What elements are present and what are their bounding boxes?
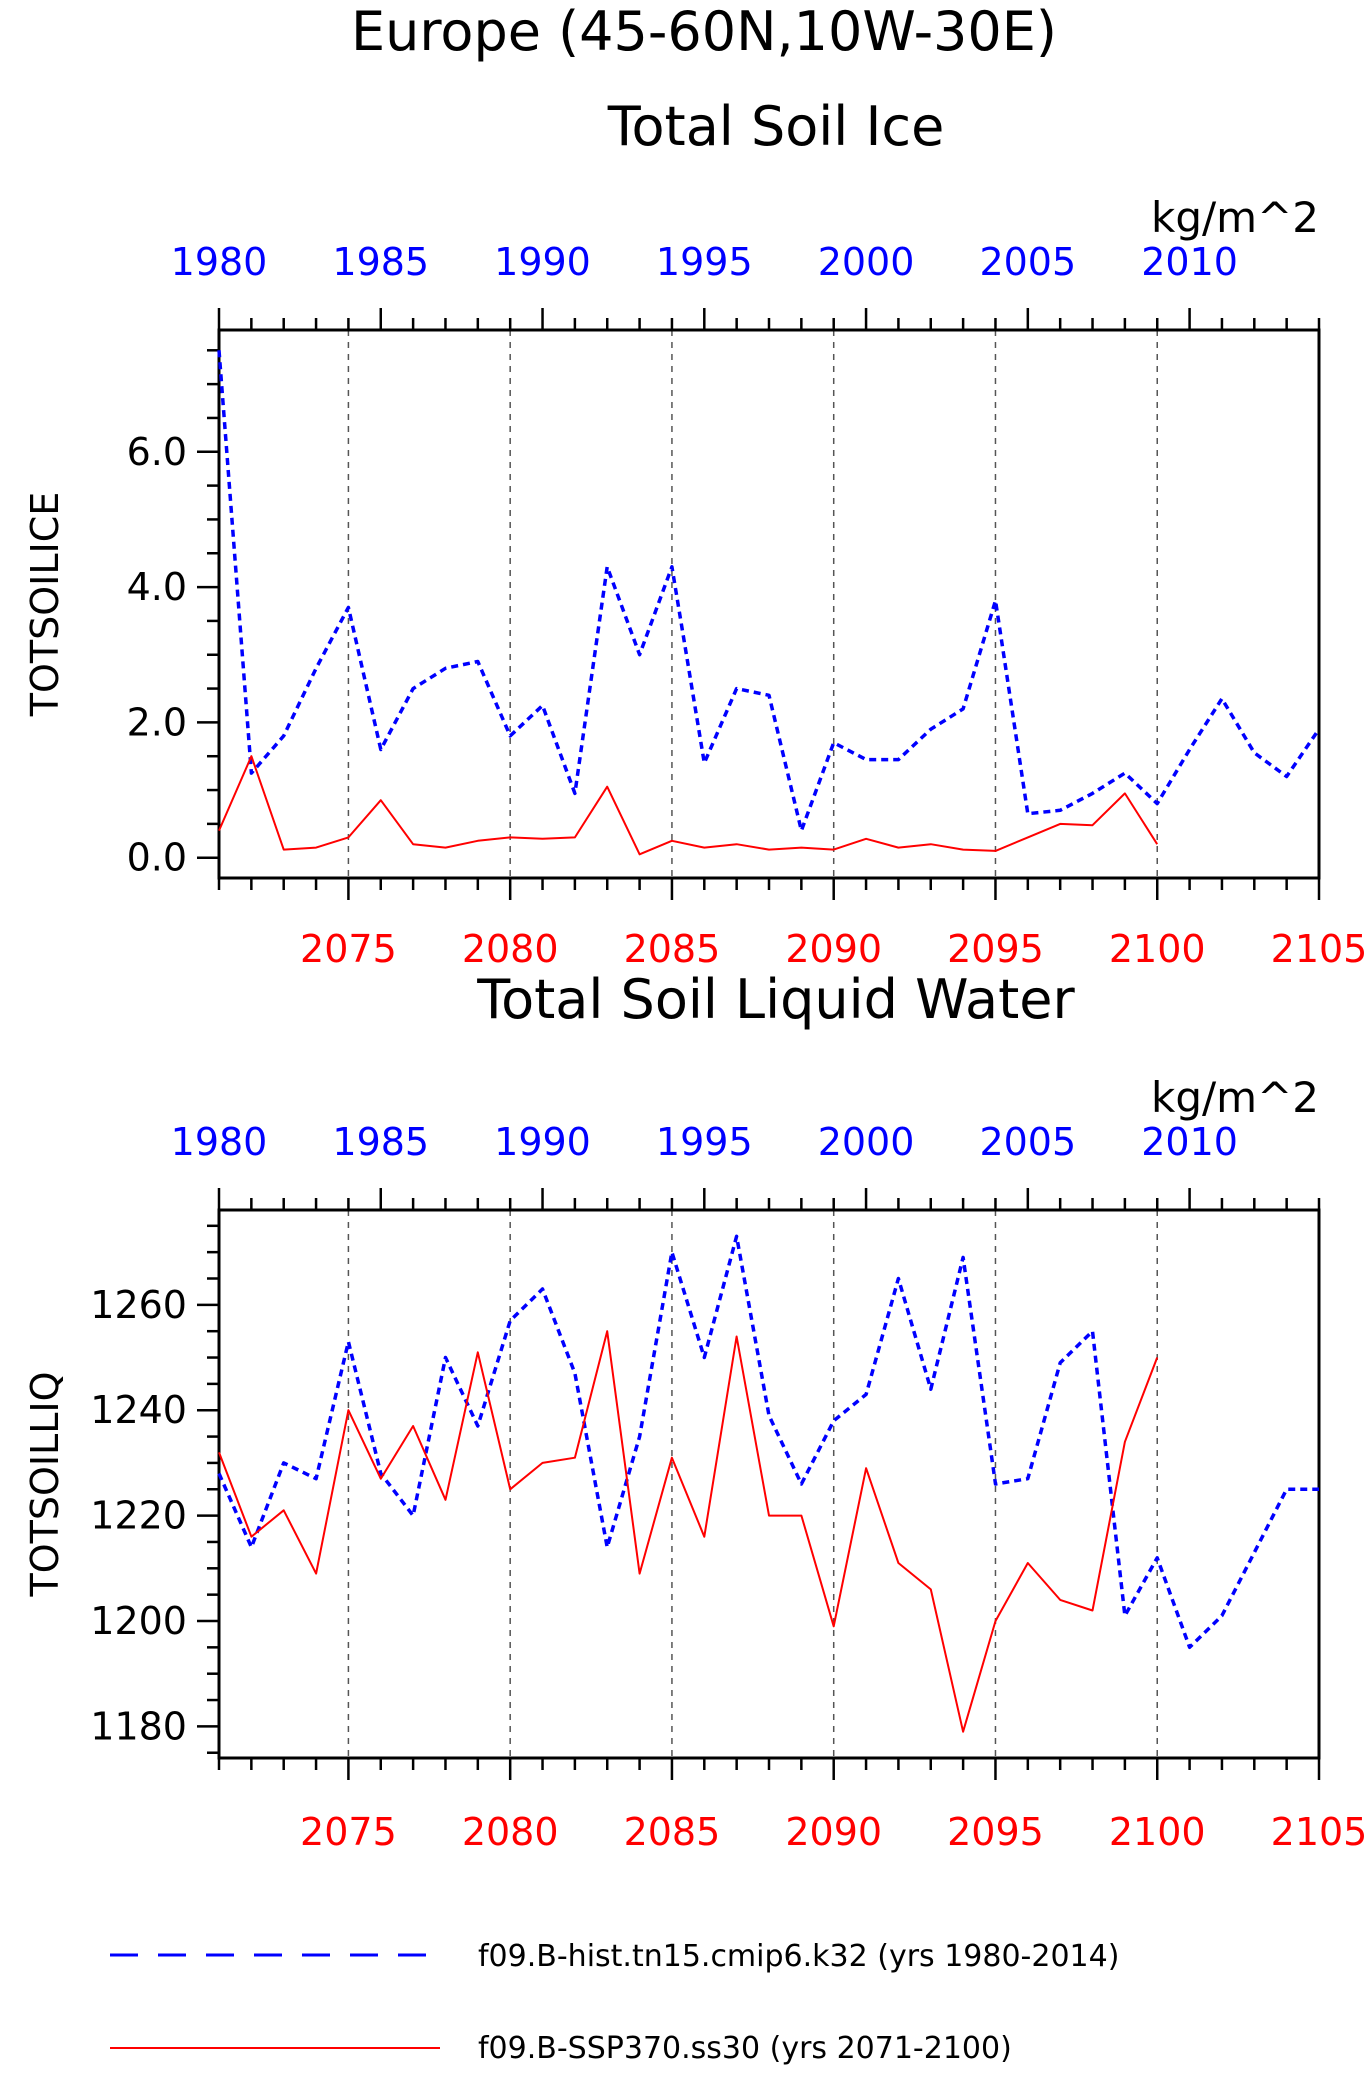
y-tick-label: 6.0 xyxy=(127,430,187,474)
y-tick-label: 1200 xyxy=(90,1599,187,1643)
legend-hist-label: f09.B-hist.tn15.cmip6.k32 (yrs 1980-2014… xyxy=(478,1939,1119,1974)
hist-series-line xyxy=(217,350,1321,833)
ssp-series-line xyxy=(218,1330,1159,1733)
bottom-tick-label: 2080 xyxy=(462,1810,559,1854)
y-tick-label: 2.0 xyxy=(127,700,187,744)
units-label: kg/m^2 xyxy=(1151,193,1319,242)
top-tick-label: 2010 xyxy=(1141,240,1238,284)
bottom-tick-label: 2105 xyxy=(1271,1810,1368,1854)
top-tick-label: 2000 xyxy=(818,1120,915,1164)
bottom-tick-label: 2080 xyxy=(462,927,559,971)
top-tick-label: 1980 xyxy=(171,1120,268,1164)
ssp-series-line xyxy=(218,755,1159,856)
bottom-tick-label: 2100 xyxy=(1109,1810,1206,1854)
bottom-tick-label: 2105 xyxy=(1271,927,1368,971)
y-axis-label: TOTSOILLIQ xyxy=(23,1371,67,1597)
panel-title: Total Soil Ice xyxy=(607,95,945,158)
top-tick-label: 1980 xyxy=(171,240,268,284)
y-tick-label: 1240 xyxy=(90,1388,187,1432)
y-tick-label: 1220 xyxy=(90,1494,187,1538)
hist-series-line xyxy=(217,1234,1319,1650)
top-tick-label: 1990 xyxy=(494,1120,591,1164)
legend: f09.B-hist.tn15.cmip6.k32 (yrs 1980-2014… xyxy=(110,1939,1119,2066)
y-tick-label: 1180 xyxy=(90,1704,187,1748)
top-tick-label: 2010 xyxy=(1141,1120,1238,1164)
panel-title: Total Soil Liquid Water xyxy=(476,968,1075,1031)
top-tick-label: 2000 xyxy=(818,240,915,284)
bottom-tick-label: 2085 xyxy=(624,1810,721,1854)
bottom-tick-label: 2075 xyxy=(300,927,397,971)
plot-frame xyxy=(217,1208,1321,1760)
top-tick-label: 2005 xyxy=(979,240,1076,284)
y-tick-label: 4.0 xyxy=(127,565,187,609)
top-tick-label: 2005 xyxy=(979,1120,1076,1164)
top-tick-label: 1985 xyxy=(332,240,429,284)
soil-liquid-panel: Total Soil Liquid Water kg/m^2 TOTSOILLIQ 1… xyxy=(23,968,1367,1854)
plot-frame xyxy=(217,328,1321,880)
bottom-tick-label: 2085 xyxy=(624,927,721,971)
soil-ice-panel: Total Soil Ice kg/m^2 TOTSOILICE 1980 1985 19… xyxy=(23,95,1367,971)
figure-title-line1: Europe (45-60N,10W-30E) xyxy=(351,0,1057,63)
bottom-tick-label: 2075 xyxy=(300,1810,397,1854)
bottom-tick-label: 2090 xyxy=(785,1810,882,1854)
top-tick-label: 1995 xyxy=(656,1120,753,1164)
y-axis-label: TOTSOILICE xyxy=(23,492,67,718)
bottom-tick-label: 2095 xyxy=(947,1810,1044,1854)
y-tick-label: 0.0 xyxy=(127,836,187,880)
bottom-tick-label: 2090 xyxy=(785,927,882,971)
top-tick-label: 1985 xyxy=(332,1120,429,1164)
y-tick-label: 1260 xyxy=(90,1283,187,1327)
bottom-tick-label: 2100 xyxy=(1109,927,1206,971)
top-tick-label: 1990 xyxy=(494,240,591,284)
bottom-tick-label: 2095 xyxy=(947,927,1044,971)
units-label: kg/m^2 xyxy=(1151,1073,1319,1122)
top-tick-label: 1995 xyxy=(656,240,753,284)
legend-ssp-label: f09.B-SSP370.ss30 (yrs 2071-2100) xyxy=(478,2031,1012,2066)
